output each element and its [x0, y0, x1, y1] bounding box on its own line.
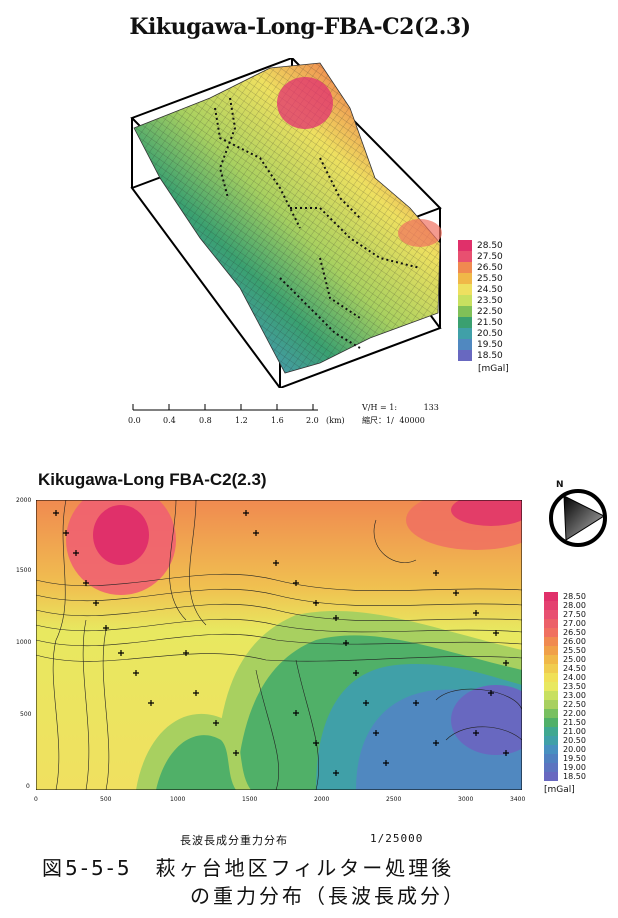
y-tick-label: 1500: [16, 567, 32, 574]
legend-label: 25.50: [477, 273, 503, 284]
legend-label: 21.00: [563, 727, 586, 736]
legend-label: 28.00: [563, 601, 586, 610]
scale-ratio-value: 40000: [399, 416, 425, 425]
x-tick-label: 1000: [170, 796, 186, 803]
scale-unit: (km): [326, 416, 345, 425]
top-color-legend: 28.50 27.50 26.50 25.50 24.50 23.50 22.5…: [458, 240, 509, 374]
scale-tick-label: 1.6: [271, 416, 284, 425]
x-tick-label: 0: [34, 796, 38, 803]
legend-label: 22.50: [563, 700, 586, 709]
legend-unit: [mGal]: [544, 785, 575, 795]
legend-label: 23.50: [563, 682, 586, 691]
legend-label: 27.50: [563, 610, 586, 619]
x-tick-label: 1500: [242, 796, 258, 803]
scale-bar-labels: 0.0 0.4 0.8 1.2 1.6 2.0 (km): [128, 416, 368, 428]
x-tick-label: 3400: [510, 796, 526, 803]
legend-label: 19.00: [563, 763, 586, 772]
legend-label: 26.00: [563, 637, 586, 646]
vh-ratio: V/H = 1: 133: [362, 403, 439, 412]
scale-bar: [132, 404, 318, 411]
station-points: [214, 97, 421, 349]
legend-label: 26.50: [563, 628, 586, 637]
legend-label: 21.50: [563, 718, 586, 727]
scale-tick-label: 0.4: [163, 416, 176, 425]
legend-label: 23.50: [477, 295, 503, 306]
map-caption: 長波長成分重力分布: [180, 834, 288, 847]
legend-label: 24.50: [563, 664, 586, 673]
legend-label: 21.50: [477, 317, 503, 328]
x-tick-label: 3000: [458, 796, 474, 803]
contour-lines: [36, 500, 522, 790]
y-tick-label: 0: [26, 783, 30, 790]
legend-label: 25.00: [563, 655, 586, 664]
legend-label: 20.50: [477, 328, 503, 339]
vh-label: V/H = 1:: [362, 403, 398, 412]
legend-label: 26.50: [477, 262, 503, 273]
contour-map-title: Kikugawa-Long FBA-C2(2.3): [38, 470, 267, 489]
legend-label: 18.50: [563, 772, 586, 781]
scale-tick-label: 0.0: [128, 416, 141, 425]
legend-label: 28.50: [477, 240, 503, 251]
legend-label: 27.50: [477, 251, 503, 262]
x-tick-label: 500: [100, 796, 112, 803]
legend-label: 22.50: [477, 306, 503, 317]
legend-label: 20.50: [563, 736, 586, 745]
scale-tick-label: 2.0: [306, 416, 319, 425]
north-arrow-icon: [549, 489, 607, 547]
legend-label: 23.00: [563, 691, 586, 700]
legend-label: 20.00: [563, 745, 586, 754]
x-tick-label: 2500: [386, 796, 402, 803]
north-label: N: [556, 480, 564, 490]
station-markers: [53, 510, 509, 776]
y-tick-label: 1000: [16, 639, 32, 646]
legend-label: 28.50: [563, 592, 586, 601]
scale-ratio: 縮尺：1/ 40000: [362, 415, 425, 426]
legend-label: 18.50: [477, 350, 503, 361]
scale-ratio-label: 縮尺：1/: [362, 416, 394, 425]
legend-label: 27.00: [563, 619, 586, 628]
contour-map: [36, 500, 522, 790]
figure-caption-line2: の重力分布（長波長成分）: [190, 884, 466, 908]
y-tick-label: 500: [20, 711, 32, 718]
surface-3d-plot: [130, 58, 442, 388]
legend-label: 19.50: [477, 339, 503, 350]
scale-tick-label: 0.8: [199, 416, 212, 425]
legend-unit: [mGal]: [478, 364, 509, 374]
bottom-color-legend: 28.50 28.00 27.50 27.00 26.50 26.00 25.5…: [544, 592, 586, 795]
map-scale: 1/25000: [370, 832, 424, 845]
vh-value: 133: [423, 403, 439, 412]
figure-caption-line1: 図5-5-5 萩ヶ台地区フィルター処理後: [42, 856, 455, 880]
legend-label: 22.00: [563, 709, 586, 718]
scale-tick-label: 1.2: [235, 416, 248, 425]
y-tick-label: 2000: [16, 497, 32, 504]
x-tick-label: 2000: [314, 796, 330, 803]
legend-label: 19.50: [563, 754, 586, 763]
surface-plot-title: Kikugawa-Long-FBA-C2(2.3): [129, 14, 471, 40]
legend-label: 24.00: [563, 673, 586, 682]
legend-label: 24.50: [477, 284, 503, 295]
legend-label: 25.50: [563, 646, 586, 655]
